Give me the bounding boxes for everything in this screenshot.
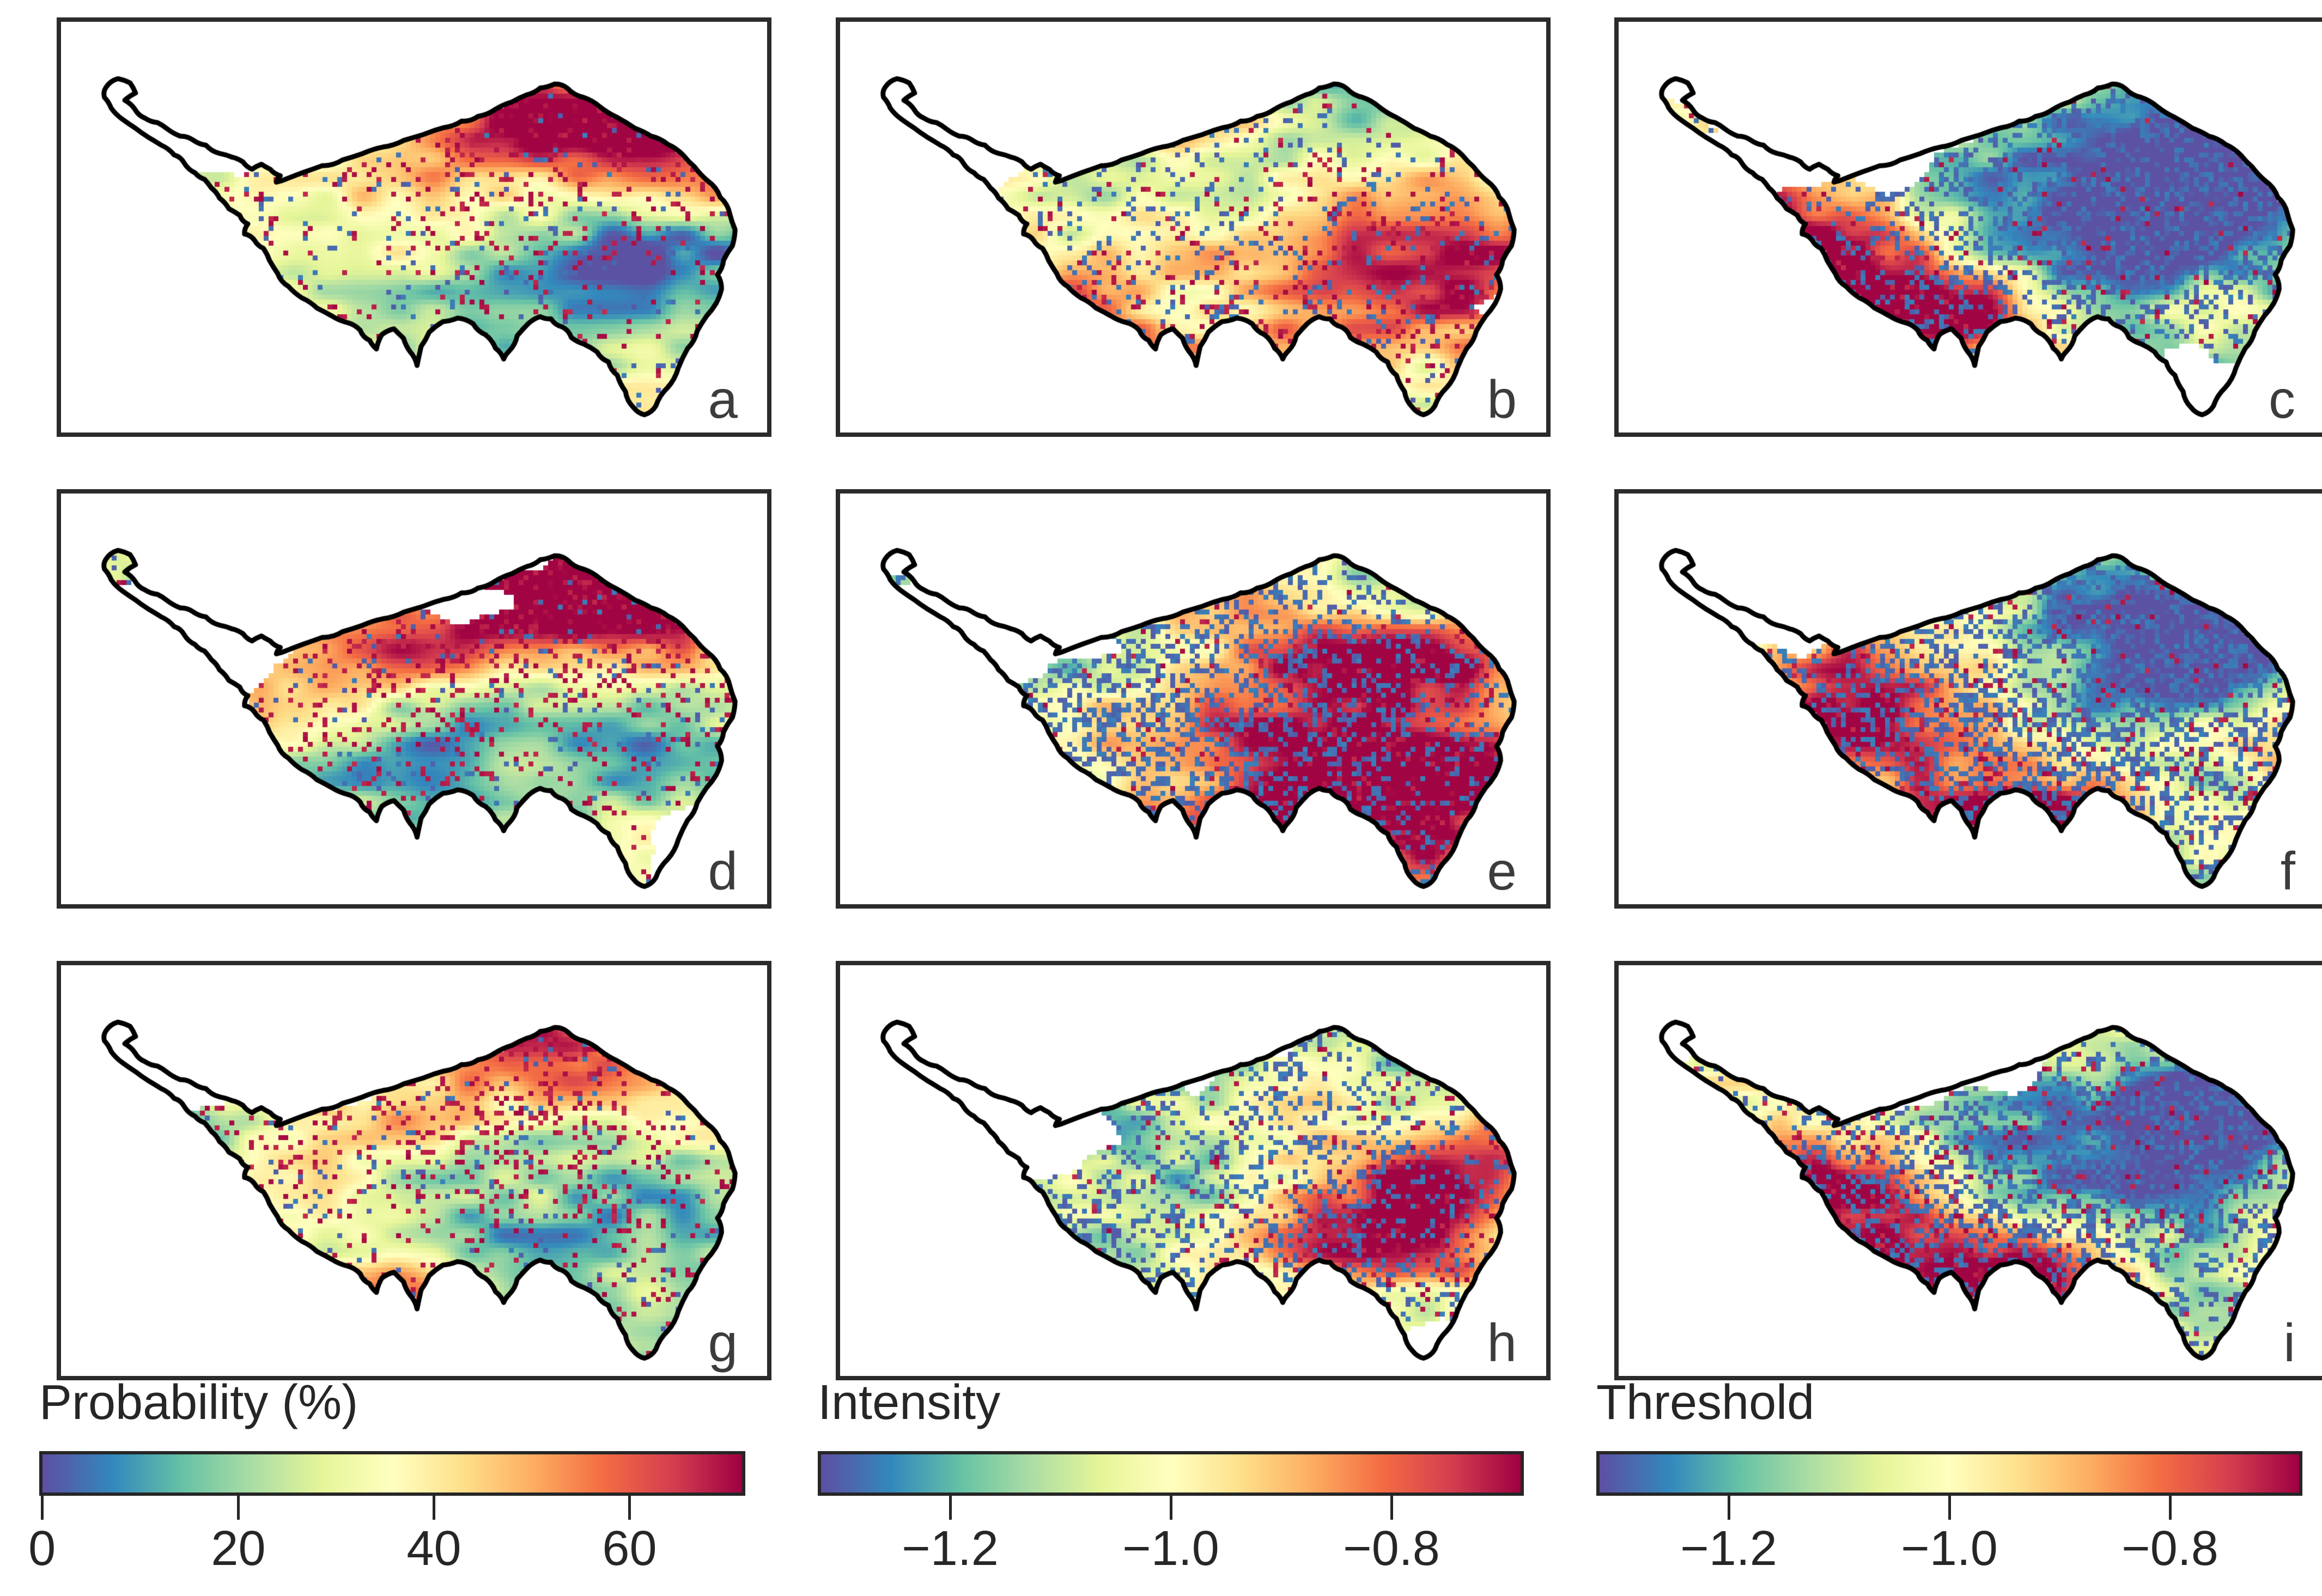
map-canvas-e — [840, 494, 1546, 904]
map-canvas-b — [840, 22, 1546, 432]
map-canvas-g — [61, 965, 767, 1376]
colorbar-tick — [1169, 1496, 1172, 1520]
colorbar-tick-label: 0 — [28, 1521, 56, 1576]
panel-letter-f: f — [2280, 841, 2295, 901]
map-panel-d: d — [57, 489, 771, 909]
map-canvas-c — [1619, 22, 2322, 432]
panel-letter-g: g — [708, 1313, 738, 1373]
colorbar-tick-label: −0.8 — [2122, 1521, 2218, 1576]
map-canvas-f — [1619, 494, 2322, 904]
colorbar-tick — [432, 1496, 435, 1520]
map-canvas-d — [61, 494, 767, 904]
colorbar-tick — [2168, 1496, 2172, 1520]
colorbar-tick-label: 40 — [406, 1521, 461, 1576]
colorbar-title: Threshold — [1596, 1375, 1815, 1430]
map-panel-c: c — [1614, 17, 2322, 437]
colorbar-tick — [236, 1496, 240, 1520]
colorbar-tick-label: 60 — [602, 1521, 657, 1576]
map-canvas-h — [840, 965, 1546, 1376]
panel-letter-e: e — [1487, 841, 1517, 901]
colorbar-gradient — [818, 1451, 1524, 1496]
colorbar-tick-label: 20 — [211, 1521, 266, 1576]
colorbar-tick — [628, 1496, 631, 1520]
colorbar-title: Probability (%) — [39, 1375, 358, 1430]
colorbar-intensity: Intensity −1.2 −1.0 −0.8 — [818, 1377, 1524, 1589]
map-panel-a: a — [57, 17, 771, 437]
map-panel-e: e — [836, 489, 1551, 909]
colorbar-threshold: Threshold −1.2 −1.0 −0.8 — [1596, 1377, 2302, 1589]
map-panel-g: g — [57, 961, 771, 1380]
colorbar-tick-label: −1.2 — [902, 1521, 999, 1576]
panel-letter-h: h — [1487, 1313, 1517, 1373]
colorbar-probability: Probability (%) 0 20 40 60 — [28, 1375, 745, 1589]
colorbar-tick — [1948, 1496, 1951, 1520]
panel-letter-a: a — [708, 369, 738, 429]
colorbar-tick — [1727, 1496, 1730, 1520]
map-canvas-a — [61, 22, 767, 432]
colorbar-tick-label: −1.0 — [1122, 1521, 1219, 1576]
colorbar-tick — [1390, 1496, 1393, 1520]
map-panel-f: f — [1614, 489, 2322, 909]
colorbar-tick-label: −0.8 — [1343, 1521, 1440, 1576]
colorbar-tick-label: −1.0 — [1901, 1521, 1998, 1576]
panel-letter-c: c — [2269, 369, 2295, 429]
colorbar-tick — [949, 1496, 952, 1520]
panel-letter-i: i — [2283, 1313, 2295, 1373]
colorbar-tick — [40, 1496, 44, 1520]
panel-letter-b: b — [1487, 369, 1517, 429]
map-canvas-i — [1619, 965, 2322, 1376]
map-panel-i: i — [1614, 961, 2322, 1380]
map-panel-h: h — [836, 961, 1551, 1380]
panel-letter-d: d — [708, 841, 738, 901]
colorbar-title: Intensity — [818, 1375, 1001, 1430]
map-panel-b: b — [836, 17, 1551, 437]
colorbar-tick-label: −1.2 — [1680, 1521, 1777, 1576]
colorbar-gradient — [1596, 1451, 2302, 1496]
colorbar-gradient — [39, 1451, 745, 1496]
